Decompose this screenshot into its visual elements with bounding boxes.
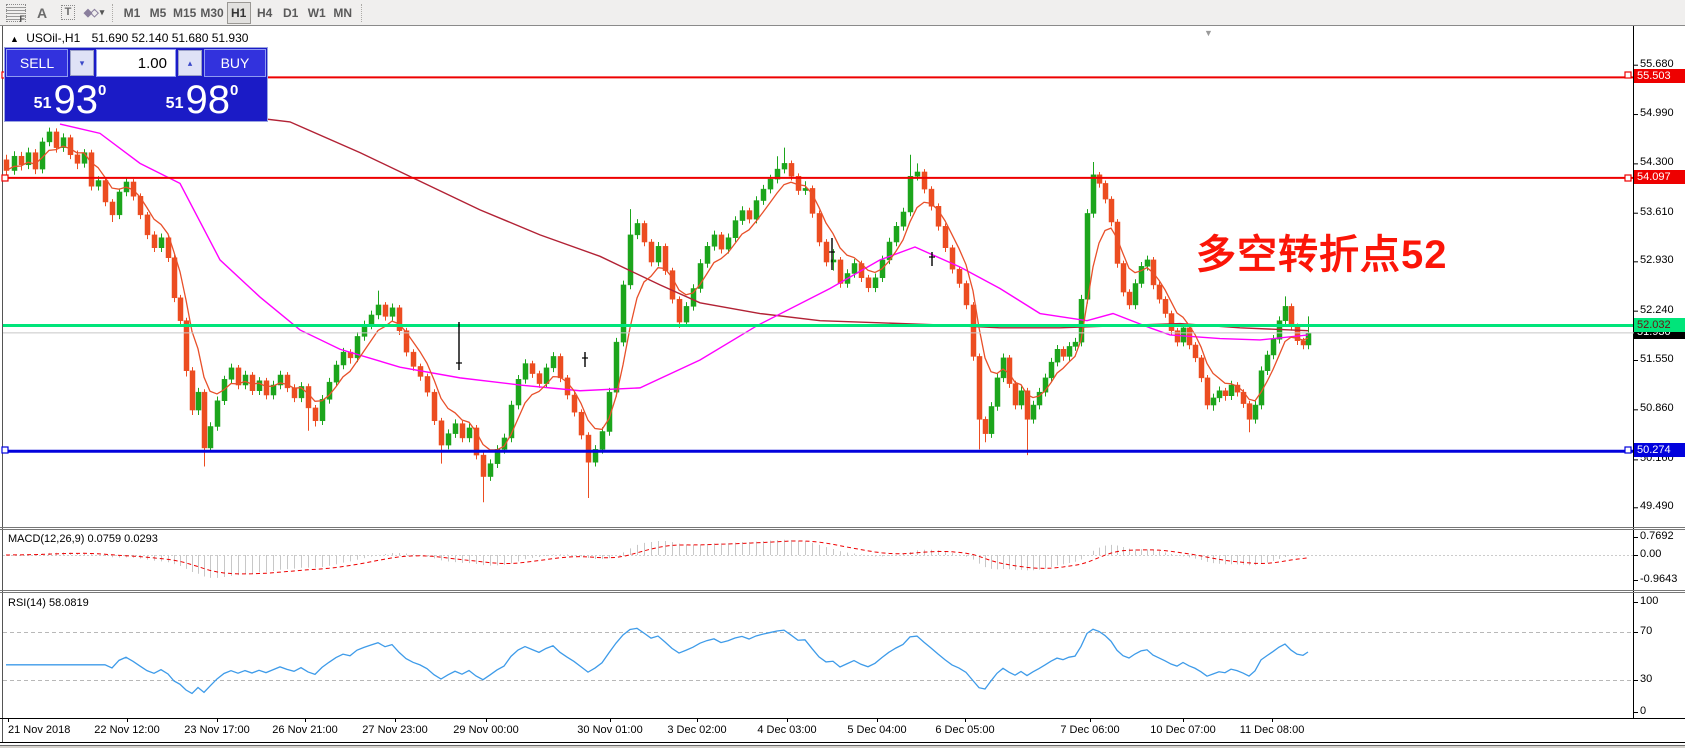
panel-divider <box>135 78 137 121</box>
date-label: 11 Dec 08:00 <box>1239 724 1305 736</box>
price-tick-label: 52.930 <box>1640 254 1674 267</box>
volume-increase-button[interactable]: ▴ <box>178 50 202 76</box>
date-label: 4 Dec 03:00 <box>757 724 817 736</box>
timeframe-button-d1[interactable]: D1 <box>283 5 299 20</box>
date-label: 5 Dec 04:00 <box>847 724 907 736</box>
price-tick-label: 49.490 <box>1640 500 1674 513</box>
one-click-trade-panel: SELL ▾ 1.00 ▴ BUY 51 93 0 51 98 0 <box>4 47 268 122</box>
buy-button[interactable]: BUY <box>204 49 266 77</box>
price-tick-label: 51.550 <box>1640 352 1674 365</box>
timeframe-button-mn[interactable]: MN <box>333 5 353 20</box>
ohlc-values: 51.690 52.140 51.680 51.930 <box>91 31 249 45</box>
scroll-to-end-icon[interactable]: ▼ <box>1204 28 1213 38</box>
date-label: 29 Nov 00:00 <box>453 724 519 736</box>
volume-input[interactable]: 1.00 <box>96 49 176 77</box>
toolbar-separator <box>360 3 363 22</box>
timeframe-button-m30[interactable]: M30 <box>200 5 224 20</box>
caret-down-icon: ▾ <box>99 7 105 17</box>
price-tick-label: 54.990 <box>1640 107 1674 120</box>
chart-header: ▲ USOil-,H1 51.690 52.140 51.680 51.930 <box>10 31 248 45</box>
timeframe-button-m15[interactable]: M15 <box>173 5 197 20</box>
macd-tick-label: 0.7692 <box>1640 530 1674 542</box>
timeframe-group: M1 M5 M15 M30 H1 H4 D1 W1 MN <box>119 1 356 24</box>
rsi-tick-label: 0 <box>1640 705 1647 717</box>
timeframe-button-h1[interactable]: H1 <box>226 1 251 24</box>
timeframe-button-m5[interactable]: M5 <box>149 5 167 20</box>
date-label: 6 Dec 05:00 <box>935 724 995 736</box>
date-label: 7 Dec 06:00 <box>1060 724 1120 736</box>
price-badge: 52.032 <box>1634 317 1685 332</box>
one-click-collapse-icon[interactable]: ▲ <box>10 34 19 44</box>
date-label: 26 Nov 21:00 <box>272 724 338 736</box>
macd-tick-label: 0.00 <box>1640 548 1662 560</box>
timeframe-button-w1[interactable]: W1 <box>307 5 326 20</box>
date-label: 30 Nov 01:00 <box>577 724 643 736</box>
buy-price[interactable]: 51 98 0 <box>165 78 239 122</box>
date-label: 27 Nov 23:00 <box>362 724 428 736</box>
timeframe-button-m1[interactable]: M1 <box>123 5 141 20</box>
chart-text-annotation: 多空转折点52 <box>1196 233 1448 277</box>
timeframe-button-h4[interactable]: H4 <box>257 5 273 20</box>
sell-button[interactable]: SELL <box>6 49 68 77</box>
rsi-tick-label: 70 <box>1640 625 1653 637</box>
symbol-title: USOil-,H1 <box>26 31 81 45</box>
price-badge: 50.274 <box>1634 443 1685 458</box>
status-strip <box>0 745 1685 748</box>
sell-price[interactable]: 51 93 0 <box>33 78 107 122</box>
text-box-icon[interactable]: T <box>56 2 80 24</box>
rsi-label: RSI(14) 58.0819 <box>8 597 89 609</box>
price-badge: 55.503 <box>1634 69 1685 84</box>
toolbar-separator <box>112 3 114 22</box>
date-label: 3 Dec 02:00 <box>667 724 727 736</box>
price-tick-label: 52.240 <box>1640 303 1674 316</box>
price-tick-label: 54.300 <box>1640 156 1674 169</box>
date-label: 10 Dec 07:00 <box>1150 724 1216 736</box>
rsi-tick-label: 30 <box>1640 673 1653 685</box>
price-tick-label: 50.860 <box>1640 402 1674 415</box>
price-tick-label: 53.610 <box>1640 205 1674 218</box>
rsi-tick-label: 100 <box>1640 595 1659 607</box>
shapes-icon[interactable]: ◆◇ ▾ <box>83 7 105 19</box>
text-label-icon[interactable]: A <box>36 4 48 21</box>
fibonacci-lines-icon[interactable]: F <box>4 2 28 24</box>
macd-label: MACD(12,26,9) 0.0759 0.0293 <box>8 533 158 545</box>
volume-decrease-button[interactable]: ▾ <box>70 50 94 76</box>
date-label: 21 Nov 2018 <box>8 724 71 736</box>
date-label: 23 Nov 17:00 <box>184 724 250 736</box>
price-tick-label: 55.680 <box>1640 57 1674 70</box>
macd-tick-label: -0.9643 <box>1640 573 1678 585</box>
date-label: 22 Nov 12:00 <box>94 724 160 736</box>
price-badge: 54.097 <box>1634 169 1685 184</box>
